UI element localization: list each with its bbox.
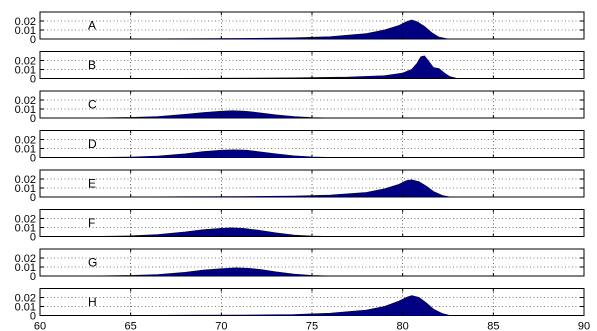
y-tick-label: 0.02 (15, 16, 36, 28)
series-label: G (88, 256, 97, 270)
y-tick-label: 0.01 (15, 262, 36, 274)
panel-b: 00.010.02 B (15, 51, 585, 86)
y-tick-label: 0.01 (15, 25, 36, 37)
panel-a: 00.010.02 A (15, 11, 585, 46)
y-tick-label: 0.02 (15, 135, 36, 147)
y-tick-label: 0.02 (15, 95, 36, 107)
y-tick-label: 0.01 (15, 302, 36, 314)
x-tick-label: 75 (306, 321, 318, 331)
y-tick-label: 0 (30, 311, 36, 323)
y-tick-label: 0.01 (15, 223, 36, 235)
x-tick-label: 70 (215, 321, 227, 331)
y-tick-label: 0.01 (15, 183, 36, 195)
y-tick-label: 0.01 (15, 104, 36, 116)
panel-g: 00.010.02 G (15, 248, 585, 283)
series-label: E (88, 177, 96, 191)
y-tick-label: 0 (30, 232, 36, 244)
y-tick-label: 0 (30, 271, 36, 283)
x-tick-label: 80 (397, 321, 409, 331)
panel-f: 00.010.02 F (15, 209, 585, 244)
y-tick-label: 0 (30, 74, 36, 86)
x-tick-label: 60 (34, 321, 46, 331)
y-tick-label: 0 (30, 34, 36, 46)
y-tick-label: 0.01 (15, 144, 36, 156)
y-tick-label: 0.02 (15, 214, 36, 226)
y-tick-label: 0 (30, 192, 36, 204)
panel-e: 00.010.02 E (15, 169, 585, 204)
panel-h: 00.010.02 H (15, 288, 585, 323)
series-label: A (88, 19, 96, 33)
series-label: B (88, 58, 96, 72)
y-tick-label: 0.02 (15, 253, 36, 265)
panel-d: 00.010.02 D (15, 130, 585, 165)
y-tick-label: 0.01 (15, 65, 36, 77)
series-label: D (88, 137, 97, 151)
y-tick-label: 0 (30, 153, 36, 165)
x-tick-label: 65 (125, 321, 137, 331)
y-tick-label: 0.02 (15, 293, 36, 305)
panel-c: 00.010.02 C (15, 90, 585, 125)
x-tick-label: 85 (487, 321, 499, 331)
y-tick-label: 0.02 (15, 174, 36, 186)
x-tick-label: 90 (578, 321, 590, 331)
y-tick-label: 0.02 (15, 56, 36, 68)
y-tick-label: 0 (30, 113, 36, 125)
series-label: C (88, 98, 97, 112)
series-label: H (88, 295, 97, 309)
series-label: F (88, 216, 95, 230)
